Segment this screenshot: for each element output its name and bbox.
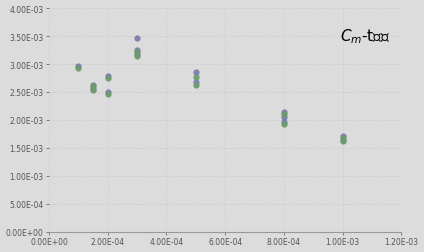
Point [104,75,111,79]
Point [339,136,346,140]
Point [281,115,287,119]
Point [281,122,287,127]
Point [104,91,111,95]
Point [89,87,96,91]
Point [89,83,96,87]
Point [192,71,199,75]
Point [281,110,287,114]
Point [134,55,140,59]
Point [339,140,346,144]
Point [75,67,82,71]
Point [339,138,346,142]
Point [339,135,346,139]
Point [104,77,111,81]
Point [104,92,111,96]
Point [134,37,140,41]
Point [281,120,287,124]
Point [134,49,140,53]
Point [75,65,82,69]
Point [192,81,199,85]
Point [89,85,96,89]
Point [192,83,199,87]
Point [89,89,96,93]
Point [281,113,287,117]
Text: $C_m$-t曲线: $C_m$-t曲线 [340,27,391,45]
Point [192,76,199,80]
Point [134,50,140,54]
Point [134,53,140,57]
